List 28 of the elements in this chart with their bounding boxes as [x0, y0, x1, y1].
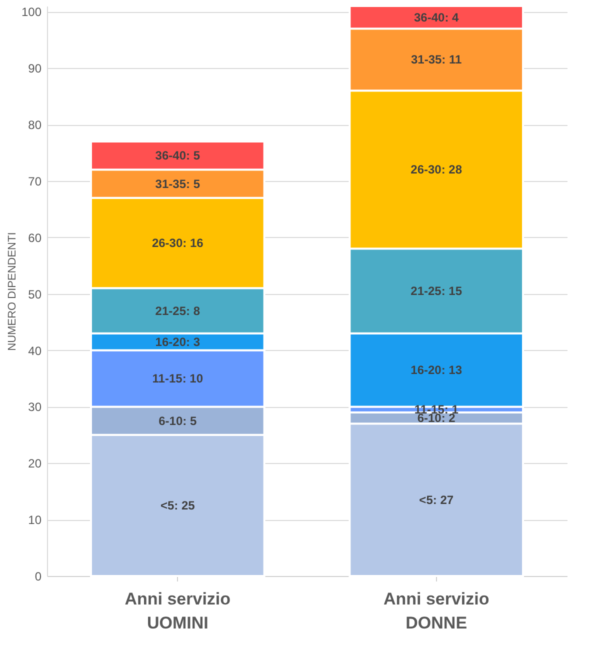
- y-tick-label: 40: [28, 344, 42, 358]
- x-tick-label: Anni servizio DONNE: [383, 590, 490, 632]
- y-tick-label: 50: [28, 287, 42, 302]
- y-axis-title: NUMERO DIPENDENTI: [6, 232, 18, 351]
- data-label: 31-35: 11: [410, 52, 462, 67]
- data-label: 21-25: 8: [155, 304, 200, 318]
- y-tick-label: 20: [28, 456, 42, 471]
- y-tick-label: 100: [21, 5, 42, 20]
- data-label: 36-40: 4: [414, 10, 460, 24]
- y-tick-label: 80: [28, 118, 42, 132]
- y-tick-label: 0: [34, 570, 42, 584]
- data-label: 26-30: 16: [152, 236, 204, 250]
- y-tick-label: 90: [28, 62, 42, 76]
- data-label: 11-15: 10: [152, 371, 204, 386]
- data-label: 16-20: 3: [155, 334, 200, 349]
- data-label: <5: 27: [419, 492, 454, 507]
- y-tick-label: 30: [28, 400, 42, 414]
- data-label: 26-30: 28: [410, 162, 462, 177]
- data-label: 36-40: 5: [155, 148, 200, 163]
- data-label: 16-20: 13: [410, 363, 462, 378]
- data-label: 6-10: 5: [158, 414, 197, 428]
- data-label: 31-35: 5: [155, 176, 200, 191]
- y-tick-label: 10: [28, 513, 42, 528]
- x-tick-label: Anni servizio UOMINI: [124, 590, 231, 632]
- data-label: 21-25: 15: [410, 284, 462, 298]
- y-tick-label: 70: [28, 174, 42, 188]
- data-label: <5: 25: [160, 498, 196, 512]
- y-tick-label: 60: [28, 230, 42, 245]
